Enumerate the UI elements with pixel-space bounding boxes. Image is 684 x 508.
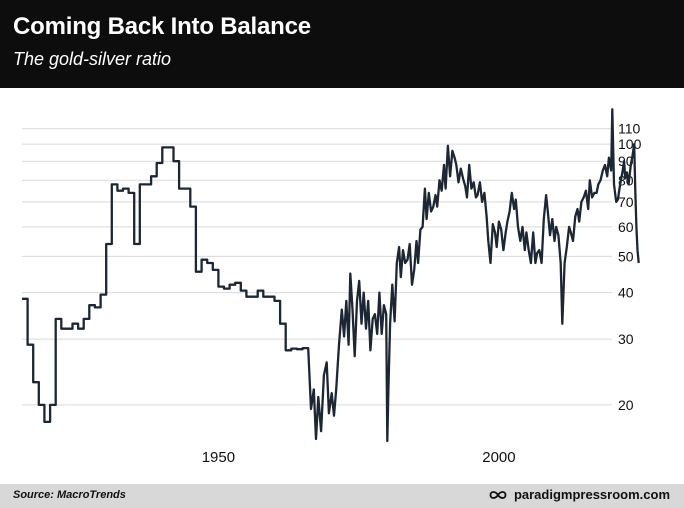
x-tick-label-1950: 1950 — [202, 449, 235, 466]
brand-label: paradigmpressroom.com — [513, 487, 670, 502]
y-tick-label-30: 30 — [618, 331, 634, 347]
chart-footer: Source: MacroTrends paradigmpressroom.co… — [0, 484, 684, 508]
chart-title: Coming Back Into Balance — [13, 13, 311, 40]
chart-header: Coming Back Into Balance The gold-silver… — [0, 0, 684, 88]
y-tick-label-50: 50 — [618, 248, 634, 264]
y-tick-label-110: 110 — [618, 121, 641, 137]
brand[interactable]: paradigmpressroom.com — [488, 487, 670, 502]
y-tick-label-20: 20 — [618, 397, 634, 413]
chart-subtitle: The gold-silver ratio — [13, 49, 172, 69]
source-note: Source: MacroTrends — [13, 489, 126, 501]
x-tick-label-2000: 2000 — [482, 449, 515, 466]
infinity-icon — [489, 490, 507, 499]
y-tick-label-40: 40 — [618, 285, 634, 301]
series-line-0 — [22, 108, 640, 443]
y-tick-label-70: 70 — [618, 194, 634, 210]
y-tick-label-100: 100 — [618, 136, 642, 152]
y-tick-label-60: 60 — [618, 219, 634, 235]
